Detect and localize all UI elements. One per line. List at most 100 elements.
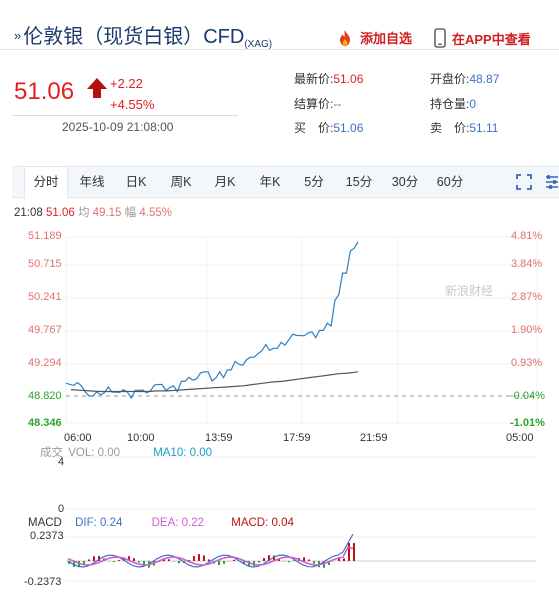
macd-bar — [308, 559, 310, 561]
macd-bar — [258, 561, 260, 563]
stat-settle: 结算价:-- — [294, 97, 342, 111]
volume-axis-bottom: 0 — [58, 503, 65, 515]
view-in-app-button[interactable]: 在APP中查看 — [434, 28, 531, 48]
divider — [12, 115, 238, 116]
volume-axis-top: 4 — [58, 456, 65, 468]
tab-intraday[interactable]: 分时 — [24, 167, 68, 199]
tab-yearly-k[interactable]: 年K — [259, 175, 281, 189]
dea-line — [67, 546, 354, 566]
macd-bar — [233, 559, 235, 561]
macd-bar — [138, 561, 140, 563]
macd-bar — [343, 558, 345, 561]
x-tick: 17:59 — [283, 432, 311, 444]
stat-latest: 最新价:51.06 — [294, 72, 364, 86]
y-tick-right: 4.81% — [511, 230, 543, 242]
macd-bar — [273, 555, 275, 561]
intraday-chart[interactable]: 新浪财经 — [0, 225, 559, 597]
macd-bar — [93, 556, 95, 561]
chart-info-line: 21:08 51.06 均 49.15 幅 4.55% — [14, 207, 172, 219]
tab-weekly-k[interactable]: 周K — [170, 175, 192, 189]
macd-bar — [188, 559, 190, 561]
macd-bar — [313, 561, 315, 564]
price-line — [65, 241, 359, 400]
macd-bar — [338, 558, 340, 561]
add-favorite-button[interactable]: 添加自选 — [336, 28, 412, 47]
macd-bar — [353, 543, 355, 561]
dif-line — [67, 533, 354, 568]
tab-monthly-k[interactable]: 月K — [214, 175, 236, 189]
macd-bar — [348, 543, 350, 561]
settings-icon[interactable] — [544, 173, 559, 191]
macd-bar — [193, 556, 195, 561]
macd-bar — [303, 557, 305, 561]
tab-daily-k[interactable]: 日K — [125, 175, 147, 189]
y-tick-left: 48.346 — [28, 417, 62, 429]
tab-60min[interactable]: 60分 — [436, 175, 464, 189]
macd-bar — [163, 559, 165, 561]
y-tick-left: 50.715 — [28, 258, 62, 270]
macd-bar — [223, 561, 225, 564]
stat-open-interest: 持仓量:0 — [430, 97, 477, 111]
stat-bid: 买 价:51.06 — [294, 121, 364, 135]
macd-bar — [198, 554, 200, 561]
macd-axis-bottom: -0.2373 — [24, 576, 62, 588]
macd-bar — [208, 559, 210, 561]
macd-bar — [168, 559, 170, 561]
phone-icon — [434, 28, 446, 48]
macd-bar — [178, 561, 180, 564]
x-tick: 21:59 — [360, 432, 388, 444]
symbol-code: (XAG) — [244, 39, 273, 50]
macd-bar — [118, 560, 120, 561]
macd-bar — [83, 561, 85, 565]
y-tick-left: 49.294 — [28, 357, 62, 369]
y-tick-right: 1.90% — [511, 324, 543, 336]
y-tick-right: 3.84% — [511, 258, 543, 270]
macd-bar — [143, 561, 145, 567]
macd-bar — [248, 561, 250, 567]
macd-bar — [128, 556, 130, 561]
macd-bar — [268, 555, 270, 561]
x-tick: 10:00 — [127, 432, 155, 444]
y-tick-left: 50.241 — [28, 291, 62, 303]
x-tick: 06:00 — [64, 432, 92, 444]
macd-bar — [88, 559, 90, 561]
chart-period-tabs: 分时 年线 日K 周K 月K 年K 5分 15分 30分 60分 — [12, 166, 559, 199]
y-tick-right: 2.87% — [511, 291, 543, 303]
page-title: » 伦敦银（现货白银）CFD(XAG) — [14, 26, 273, 50]
double-chevron-icon: » — [14, 28, 22, 43]
y-tick-right: 0.93% — [511, 357, 543, 369]
macd-bar — [218, 561, 220, 566]
stat-open: 开盘价:48.87 — [430, 72, 500, 86]
tab-15min[interactable]: 15分 — [345, 175, 373, 189]
x-tick: 13:59 — [205, 432, 233, 444]
macd-bar — [98, 556, 100, 561]
last-price: 51.06 — [14, 78, 75, 105]
flame-icon — [340, 29, 350, 46]
volume-header: 成交 VOL: 0.00 MA10: 0.00 — [40, 447, 213, 459]
y-tick-right: -0.04% — [510, 390, 545, 402]
macd-bar — [278, 558, 280, 561]
price-change: +2.22 +4.55% — [110, 76, 155, 112]
quote-timestamp: 2025-10-09 21:08:00 — [62, 120, 174, 134]
macd-axis-top: 0.2373 — [30, 530, 64, 542]
macd-bar — [263, 558, 265, 561]
macd-bar — [288, 561, 290, 563]
macd-bar — [203, 555, 205, 561]
watermark: 新浪财经 — [445, 283, 493, 298]
tab-year-line[interactable]: 年线 — [79, 175, 105, 189]
up-arrow-icon — [87, 78, 107, 98]
header-bar: » 伦敦银（现货白银）CFD(XAG) 添加自选 在APP中查看 — [0, 0, 559, 50]
macd-bar — [328, 561, 330, 566]
tab-30min[interactable]: 30分 — [391, 175, 419, 189]
x-tick: 05:00 — [506, 432, 534, 444]
y-tick-left: 49.767 — [28, 324, 62, 336]
tab-5min[interactable]: 5分 — [304, 175, 324, 189]
fullscreen-icon[interactable] — [515, 173, 533, 191]
y-tick-left: 48.820 — [28, 390, 62, 402]
macd-bar — [133, 558, 135, 561]
y-tick-right: -1.01% — [510, 417, 545, 429]
macd-bar — [68, 561, 70, 564]
macd-header: MACD DIF: 0.24 DEA: 0.22 MACD: 0.04 — [28, 517, 294, 529]
stat-ask: 卖 价:51.11 — [430, 121, 499, 135]
average-line — [70, 371, 359, 393]
